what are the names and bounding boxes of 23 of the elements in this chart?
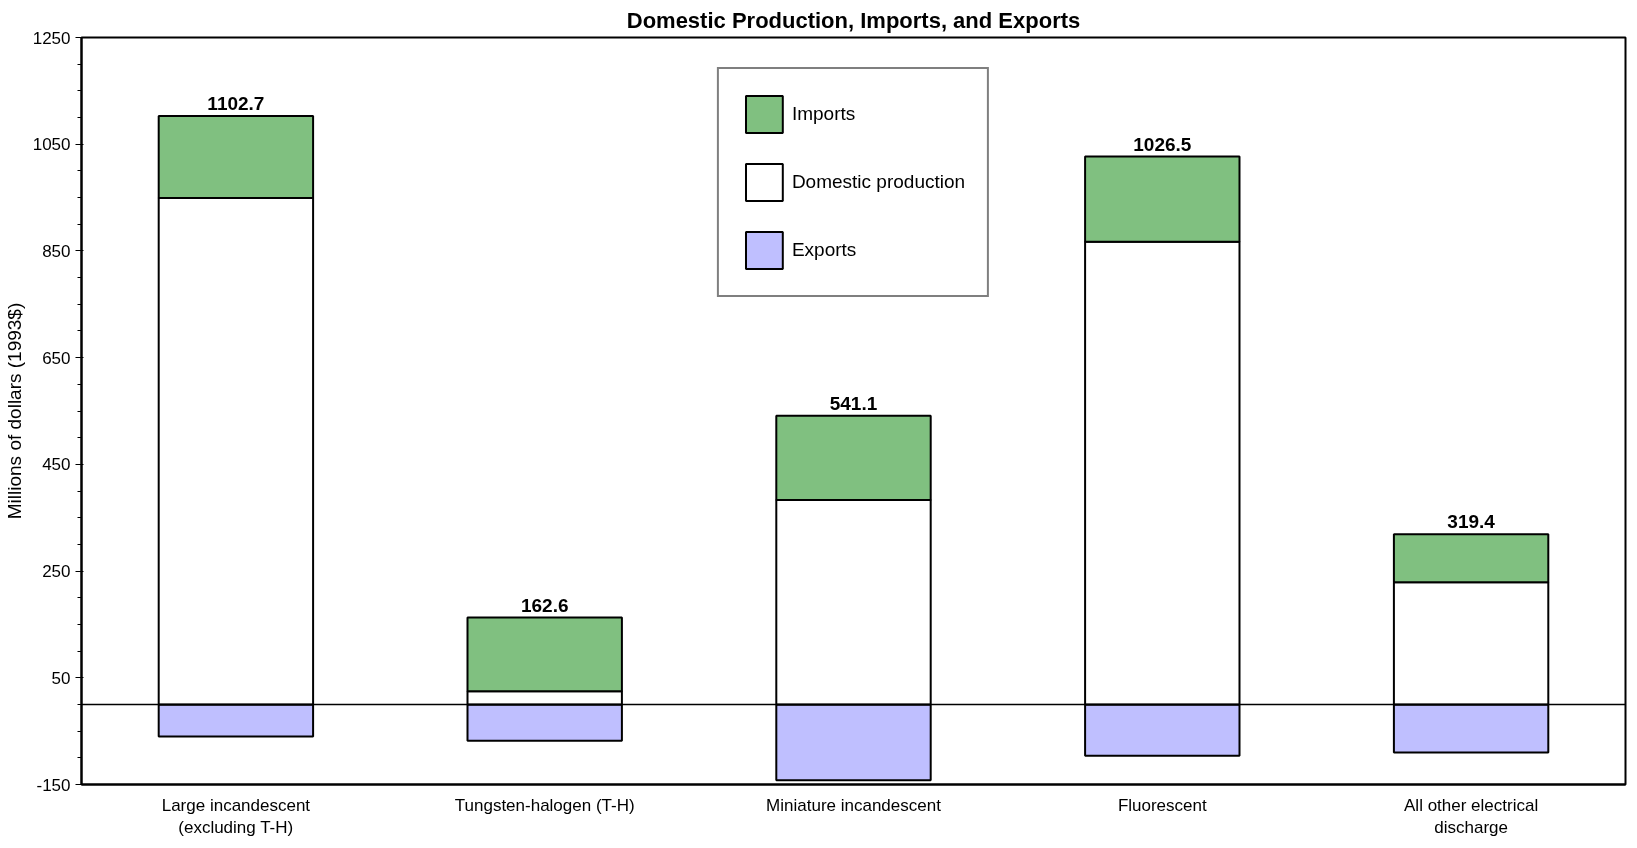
legend-label: Imports xyxy=(791,103,856,125)
annotation: 162.6 xyxy=(520,594,569,616)
y-tick-label: 50 xyxy=(51,668,71,688)
annotation: 1026.5 xyxy=(1133,133,1192,155)
y-tick-label: 1050 xyxy=(32,135,71,155)
y-tick-label: -150 xyxy=(36,775,71,795)
y-tick-label: 850 xyxy=(42,241,71,261)
chart-title: Domestic Production, Imports, and Exports xyxy=(626,7,1081,33)
x-tick-label: Large incandescent (excluding T-H) xyxy=(161,795,311,838)
x-tick-label: Miniature incandescent xyxy=(766,795,942,815)
legend-label: Domestic production xyxy=(791,171,966,193)
x-tick-label: Fluorescent xyxy=(1117,795,1207,815)
y-axis-title: Millions of dollars (1993$) xyxy=(3,302,25,520)
annotation: 541.1 xyxy=(829,392,878,414)
y-tick-label: 450 xyxy=(42,455,71,475)
legend-label: Exports xyxy=(791,239,857,261)
annotation: 1102.7 xyxy=(207,93,265,115)
y-tick-label: 650 xyxy=(42,348,71,368)
y-tick-label: 250 xyxy=(42,562,71,582)
y-tick-label: 1250 xyxy=(32,28,71,48)
x-tick-label: Tungsten-halogen (T-H) xyxy=(454,795,635,815)
x-tick-label: All other electrical discharge xyxy=(1404,795,1539,838)
annotation: 319.4 xyxy=(1447,511,1496,533)
